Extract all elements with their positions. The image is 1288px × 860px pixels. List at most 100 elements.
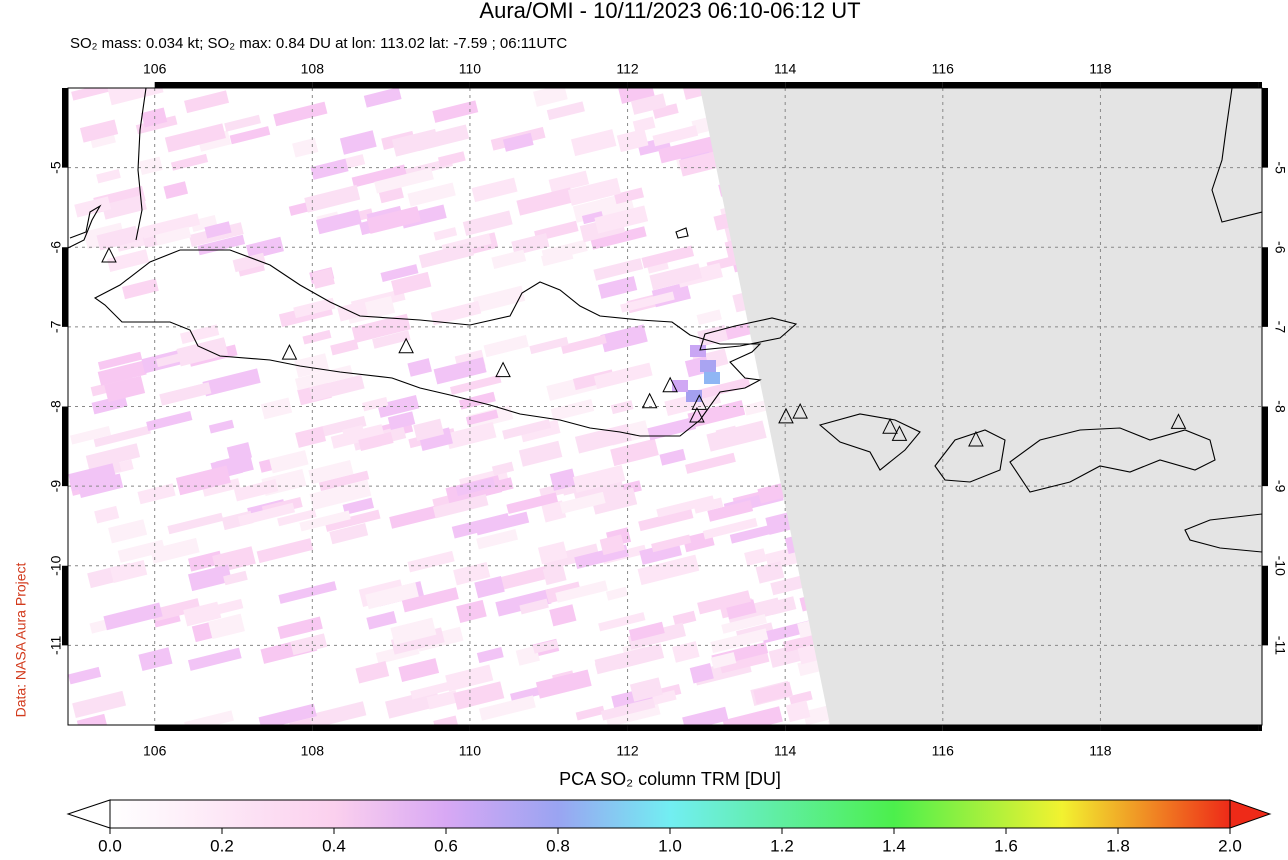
colorbar-tick-label: 1.6 xyxy=(994,836,1018,855)
retrieval-pixel xyxy=(398,658,440,683)
retrieval-pixel xyxy=(620,291,675,313)
volcano xyxy=(1170,413,1187,429)
retrieval-pixel xyxy=(453,561,491,586)
retrieval-pixel xyxy=(391,271,432,296)
lat-tick-label-left: -9 xyxy=(48,480,64,493)
retrieval-pixel xyxy=(638,508,694,532)
retrieval-pixel xyxy=(700,360,716,372)
retrieval-pixel xyxy=(224,114,261,132)
retrieval-pixel xyxy=(366,206,421,234)
title: Aura/OMI - 10/11/2023 06:10-06:12 UT xyxy=(479,0,860,23)
retrieval-pixel xyxy=(702,517,758,540)
lon-tick-label-top: 108 xyxy=(301,61,325,77)
retrieval-pixel xyxy=(605,586,628,601)
retrieval-pixel xyxy=(593,258,644,281)
retrieval-pixel xyxy=(106,249,150,272)
retrieval-pixel xyxy=(277,616,323,640)
retrieval-pixel xyxy=(351,164,407,188)
retrieval-pixel xyxy=(407,358,432,377)
map-area xyxy=(68,88,1262,725)
volcano xyxy=(495,361,511,378)
frame-bar xyxy=(627,725,786,731)
retrieval-pixel xyxy=(304,701,367,725)
retrieval-pixel xyxy=(315,209,362,235)
retrieval-pixel xyxy=(277,509,317,527)
retrieval-pixel xyxy=(390,617,437,645)
retrieval-pixel xyxy=(363,88,402,108)
retrieval-pixel xyxy=(686,390,702,402)
graticule xyxy=(68,88,1262,725)
retrieval-pixel xyxy=(535,669,592,699)
colorbar-tick-label: 1.2 xyxy=(770,836,794,855)
retrieval-pixel xyxy=(710,652,737,669)
retrieval-pixel xyxy=(407,550,455,573)
retrieval-pixel xyxy=(515,645,540,666)
retrieval-pixel xyxy=(459,391,496,410)
volcano xyxy=(689,406,705,423)
retrieval-pixel xyxy=(537,541,568,565)
retrieval-pixel xyxy=(164,123,226,153)
frame-bar xyxy=(312,725,470,731)
retrieval-pixel xyxy=(208,613,245,640)
retrieval-pixel xyxy=(175,465,231,496)
volcanoes xyxy=(101,246,1187,447)
retrieval-pixel xyxy=(572,465,626,493)
coast-lombok xyxy=(934,429,1006,483)
frame-bar xyxy=(62,406,68,487)
retrieval-pixel xyxy=(117,539,166,563)
retrieval-pixel xyxy=(155,226,192,246)
retrieval-pixel xyxy=(652,125,699,147)
frame-bar xyxy=(1262,565,1268,646)
colorbar-tick-label: 1.8 xyxy=(1106,836,1130,855)
colorbar-tick-label: 0.8 xyxy=(546,836,570,855)
retrieval-pixel xyxy=(704,372,720,384)
retrieval-pixel xyxy=(641,245,695,269)
credit: Data: NASA Aura Project xyxy=(13,562,29,717)
retrieval-pixel xyxy=(567,177,621,206)
coastlines xyxy=(68,88,1262,553)
retrieval-pixel xyxy=(372,330,411,349)
retrieval-pixel xyxy=(695,377,751,400)
retrieval-pixel xyxy=(518,440,563,467)
retrieval-pixel xyxy=(575,705,605,721)
retrieval-pixel xyxy=(299,510,351,532)
retrieval-pixel xyxy=(519,598,549,615)
retrieval-pixel xyxy=(237,502,296,526)
lat-tick-label-left: -6 xyxy=(48,241,64,254)
retrieval-pixel xyxy=(510,686,544,702)
retrieval-pixel xyxy=(94,505,120,524)
retrieval-pixel xyxy=(107,88,164,106)
retrieval-pixel xyxy=(559,491,606,514)
retrieval-pixel xyxy=(302,329,332,345)
retrieval-pixel xyxy=(204,221,232,239)
retrieval-pixel xyxy=(560,334,607,354)
retrieval-pixel xyxy=(616,128,649,153)
lon-tick-label-top: 110 xyxy=(459,61,482,77)
axis-labels: 106 106 108 108 110 110 112 112 114 114 116 116 118 1… xyxy=(48,61,1288,759)
retrieval-pixel xyxy=(491,461,515,476)
coast-sumatra xyxy=(68,204,102,249)
retrieval-pixel xyxy=(101,194,147,220)
retrieval-pixel xyxy=(320,415,367,437)
lon-tick-label-bottom: 116 xyxy=(932,743,955,759)
lat-tick-label-left: -8 xyxy=(48,400,64,413)
retrieval-pixel xyxy=(618,88,655,104)
retrieval-pixel xyxy=(329,523,369,545)
retrieval-pixel xyxy=(318,470,370,492)
retrieval-pixel xyxy=(96,225,140,251)
retrieval-pixel xyxy=(176,337,229,367)
retrieval-pixel xyxy=(710,628,769,654)
retrieval-pixel xyxy=(548,170,590,194)
retrieval-pixel xyxy=(491,565,551,592)
coast-sumba xyxy=(1184,513,1262,553)
retrieval-pixel xyxy=(614,187,645,205)
colorbar xyxy=(109,799,1231,829)
retrieval-pixel xyxy=(374,167,434,194)
retrieval-pixel xyxy=(474,511,530,536)
retrieval-pixel xyxy=(689,663,714,684)
coast-bali xyxy=(818,413,921,471)
lat-tick-label-right: -11 xyxy=(1272,636,1288,655)
frame-bar xyxy=(469,725,628,731)
frame-bar xyxy=(312,82,470,88)
retrieval-pixel xyxy=(269,450,309,474)
